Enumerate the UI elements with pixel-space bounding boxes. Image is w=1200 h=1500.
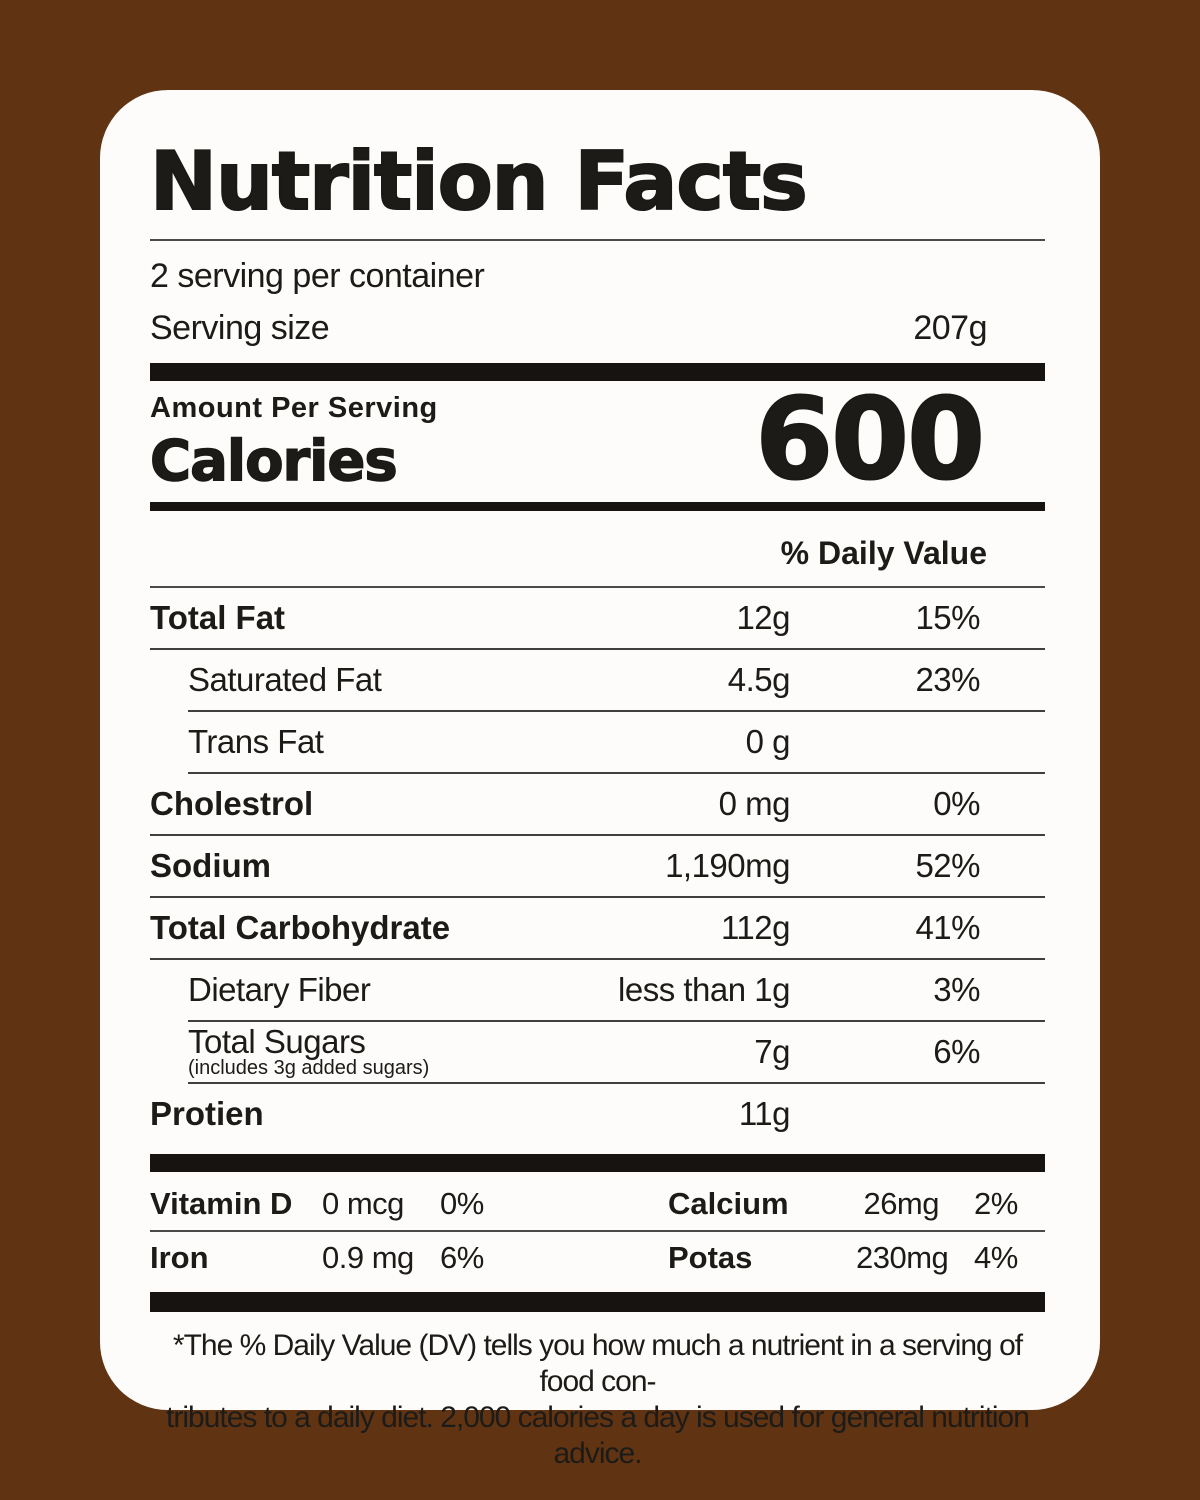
nutrient-name: Protien [150,1094,264,1132]
nutrient-row-trans-fat: Trans Fat 0 g [150,712,1045,772]
nutrition-facts-label: Nutrition Facts 2 serving per container … [100,90,1100,1470]
separator-bar-medium [150,501,1045,511]
nutrient-dv: 3% [933,970,980,1008]
separator-bar-thick [150,1291,1045,1312]
nutrient-name: Total Carbohydrate [150,908,451,946]
micronutrient-amount: 26mg [863,1185,939,1221]
micronutrient-dv: 4% [974,1239,1018,1275]
micronutrient-row-1: Vitamin D 0 mcg 0% Calcium 26mg 2% [150,1178,1045,1230]
nutrient-row-protien: Protien 11g [150,1084,1045,1144]
nutrient-dv: 23% [915,660,980,698]
nutrient-rows: Total Fat 12g 15% Saturated Fat 4.5g 23%… [150,588,1045,1144]
nutrient-amount: 1,190mg [665,846,790,884]
added-sugars-note: (includes 3g added sugars) [188,1057,430,1080]
nutrient-dv: 15% [915,598,980,636]
micronutrient-name: Calcium [668,1185,789,1221]
nutrient-name: Total Fat [150,598,286,636]
nutrient-name: Cholestrol [150,784,314,822]
row-divider-indented [188,709,1045,712]
micronutrient-amount: 230mg [856,1239,949,1275]
serving-size-label: Serving size [150,309,330,348]
nutrient-dv: 0% [933,784,980,822]
daily-value-header: % Daily Value [780,534,987,571]
row-divider [150,957,1045,960]
separator-bar-thick [150,363,1045,382]
nutrient-name: Trans Fat [188,722,324,760]
nutrient-amount: 112g [721,908,790,946]
nutrient-name: Sodium [150,846,271,884]
title-divider [150,239,1045,242]
separator-bar-thick [150,1153,1045,1172]
micronutrient-amount: 0.9 mg [322,1239,414,1275]
nutrient-amount: 0 mg [718,784,791,822]
nutrient-row-total-fat: Total Fat 12g 15% [150,588,1045,648]
micronutrient-amount: 0 mcg [322,1185,404,1221]
calories-block: Amount Per Serving Calories 600 [149,375,1045,506]
nutrient-name: Saturated Fat [188,660,382,698]
nutrient-amount: 4.5g [727,660,791,698]
row-divider-indented [188,1019,1045,1022]
serving-size-row: Serving size 207g [150,309,1045,348]
calories-label: Calories [149,428,398,495]
footnote-line-2: tributes to a daily diet. 2,000 calories… [166,1400,1030,1470]
nutrient-name: Dietary Fiber [188,970,371,1008]
row-divider-indented [188,771,1045,774]
micronutrient-divider [150,1229,1045,1232]
nutrient-amount: 12g [736,598,790,636]
nutrient-name-text: Total Sugars [188,1023,366,1061]
micronutrient-dv: 6% [440,1239,484,1275]
row-divider-indented [188,1081,1045,1084]
micronutrient-name: Vitamin D [150,1185,293,1221]
nutrient-amount: less than 1g [618,970,790,1008]
nutrient-amount: 0 g [745,722,791,760]
nutrient-row-dietary-fiber: Dietary Fiber less than 1g 3% [150,960,1045,1020]
calories-left: Amount Per Serving Calories [149,391,438,495]
micronutrient-dv: 2% [974,1185,1018,1221]
serving-size-value: 207g [913,309,987,348]
label-title: Nutrition Facts [149,135,809,228]
calories-value: 600 [754,375,986,506]
nutrient-amount: 11g [738,1094,791,1132]
nutrient-row-saturated-fat: Saturated Fat 4.5g 23% [150,650,1045,710]
nutrient-row-cholestrol: Cholestrol 0 mg 0% [150,774,1045,834]
daily-value-footnote: *The % Daily Value (DV) tells you how mu… [150,1328,1045,1472]
nutrient-dv: 52% [915,846,980,884]
micronutrient-name: Iron [150,1239,209,1275]
nutrient-row-sodium: Sodium 1,190mg 52% [150,836,1045,896]
micronutrient-name: Potas [668,1239,753,1275]
nutrient-amount: 7g [754,1032,790,1070]
nutrient-dv: 6% [933,1032,980,1070]
nutrient-name: Total Sugars (includes 3g added sugars) [150,1023,590,1080]
micronutrient-dv: 0% [440,1185,484,1221]
footnote-line-1: *The % Daily Value (DV) tells you how mu… [172,1328,1023,1398]
nutrient-dv: 41% [915,908,980,946]
nutrient-row-total-sugars: Total Sugars (includes 3g added sugars) … [150,1022,1045,1082]
row-divider [150,647,1045,650]
servings-per-container: 2 serving per container [150,257,485,296]
row-divider [150,895,1045,898]
micronutrient-row-2: Iron 0.9 mg 6% Potas 230mg 4% [150,1232,1045,1284]
row-divider [150,833,1045,836]
micronutrients-section: Vitamin D 0 mcg 0% Calcium 26mg 2% Iron … [150,1178,1045,1284]
daily-value-divider [150,585,1045,588]
amount-per-serving-label: Amount Per Serving [150,391,438,424]
nutrient-row-total-carbohydrate: Total Carbohydrate 112g 41% [150,898,1045,958]
